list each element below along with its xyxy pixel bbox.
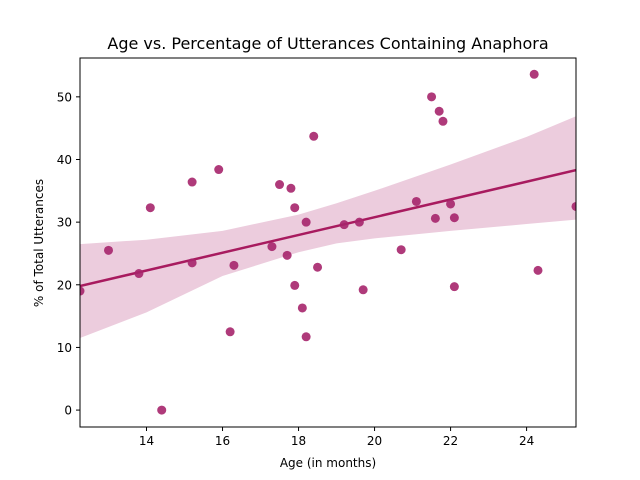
data-point (434, 106, 444, 116)
data-point (145, 203, 155, 213)
y-tick-label: 20 (57, 278, 72, 292)
regression-line (80, 168, 576, 288)
data-point (267, 242, 277, 252)
data-point (438, 116, 448, 126)
data-point (80, 286, 85, 296)
x-tick-label: 20 (367, 434, 382, 448)
data-point (229, 260, 239, 270)
y-tick-label: 0 (64, 404, 72, 418)
y-tick-label: 30 (57, 216, 72, 230)
data-point (282, 250, 292, 260)
data-point (309, 131, 319, 141)
data-point (275, 180, 285, 190)
data-point (411, 196, 421, 206)
data-point (301, 217, 311, 227)
data-point (297, 303, 307, 313)
data-point (157, 405, 167, 415)
y-axis-label: % of Total Utterances (32, 179, 46, 307)
data-point (354, 217, 364, 227)
data-point (339, 220, 349, 230)
data-point (187, 258, 197, 268)
chart-title: Age vs. Percentage of Utterances Contain… (107, 34, 548, 53)
x-axis: 14 16 18 20 22 24 (139, 427, 534, 448)
plot-area-frame (79, 57, 577, 428)
data-point (396, 245, 406, 255)
data-point (571, 201, 576, 211)
x-tick-label: 24 (519, 434, 534, 448)
x-tick-label: 16 (215, 434, 230, 448)
y-axis: 0 10 20 30 40 50 (57, 90, 80, 418)
y-tick-label: 10 (57, 341, 72, 355)
y-tick-label: 50 (57, 90, 72, 104)
data-point (286, 183, 296, 193)
data-point (225, 327, 235, 337)
data-point (446, 199, 456, 209)
data-point (358, 285, 368, 295)
data-point (533, 265, 543, 275)
data-point (449, 282, 459, 292)
data-point (290, 203, 300, 213)
data-point (214, 165, 224, 175)
data-point (427, 92, 437, 102)
data-point (449, 213, 459, 223)
data-point (290, 280, 300, 290)
data-point (313, 262, 323, 272)
y-tick-label: 40 (57, 153, 72, 167)
data-point (301, 332, 311, 342)
x-tick-label: 18 (291, 434, 306, 448)
data-point (187, 177, 197, 187)
x-tick-label: 22 (443, 434, 458, 448)
data-point (104, 245, 114, 255)
data-point (430, 213, 440, 223)
data-point (134, 269, 144, 279)
x-tick-label: 14 (139, 434, 154, 448)
x-axis-label: Age (in months) (280, 456, 376, 470)
data-point (529, 69, 539, 79)
